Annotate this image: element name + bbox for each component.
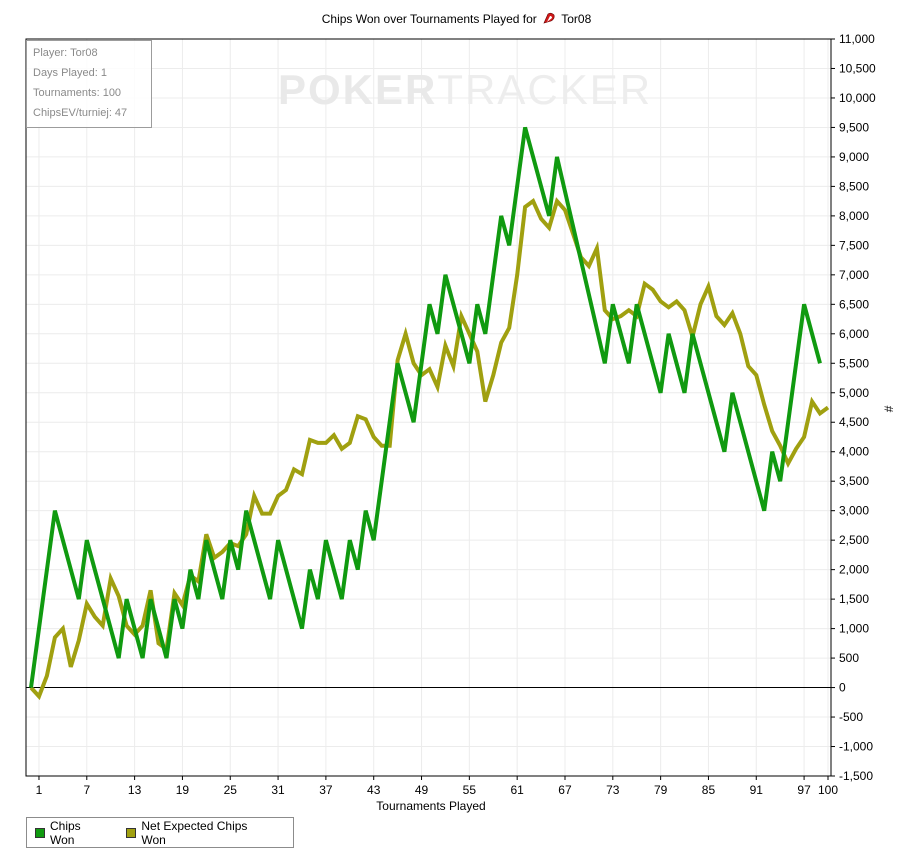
chart-title-player: Tor08 (561, 12, 592, 26)
chart-title: Chips Won over Tournaments Played for To… (0, 12, 913, 28)
y-axis: -1,500 -1,000 -500 0 500 1,000 1,500 2,000 2,500… (831, 32, 876, 783)
y-tick-label: 9,500 (839, 120, 869, 134)
legend-item-chips-won[interactable]: Chips Won (35, 819, 108, 847)
series-lines (29, 126, 830, 701)
y-tick-label: 5,000 (839, 386, 869, 400)
x-tick-label: 43 (367, 783, 381, 797)
x-tick-label: 7 (83, 783, 90, 797)
y-tick-label: -500 (839, 710, 863, 724)
x-tick-label: 100 (818, 783, 838, 797)
stat-player: Player: Tor08 (33, 47, 98, 59)
watermark-bold: POKER (278, 66, 438, 113)
y-tick-label: 2,500 (839, 533, 869, 547)
y-tick-label: 1,000 (839, 622, 869, 636)
x-tick-label: 91 (750, 783, 764, 797)
x-tick-label: 67 (558, 783, 572, 797)
x-tick-label: 13 (128, 783, 142, 797)
y-tick-label: 8,500 (839, 179, 869, 193)
y-tick-label: -1,000 (839, 740, 873, 754)
y-tick-label: 8,000 (839, 209, 869, 223)
y-tick-label: 2,000 (839, 563, 869, 577)
y-axis-label: # (881, 405, 896, 413)
x-tick-label: 97 (797, 783, 811, 797)
x-tick-label: 73 (606, 783, 620, 797)
x-tick-label: 1 (36, 783, 43, 797)
legend-item-net-expected[interactable]: Net Expected Chips Won (126, 819, 275, 847)
grid-lines (26, 38, 831, 777)
y-tick-label: 6,000 (839, 327, 869, 341)
legend: Chips Won Net Expected Chips Won (26, 817, 294, 848)
series-line-chips-won (29, 126, 822, 688)
x-axis-label: Tournaments Played (376, 799, 486, 813)
y-tick-label: 500 (839, 651, 859, 665)
x-tick-label: 85 (702, 783, 716, 797)
x-tick-label: 49 (415, 783, 429, 797)
legend-label-net-expected: Net Expected Chips Won (141, 818, 248, 847)
y-tick-label: 11,000 (839, 32, 875, 46)
chart-title-prefix: Chips Won over Tournaments Played for (321, 12, 537, 26)
x-tick-label: 61 (510, 783, 524, 797)
y-tick-label: 3,000 (839, 504, 869, 518)
pokertracker-logo-icon (542, 12, 556, 28)
y-tick-label: 1,500 (839, 592, 869, 606)
legend-swatch-chips-won (35, 827, 45, 838)
stats-box: Player: Tor08 Days Played: 1 Tournaments… (26, 40, 152, 128)
x-tick-label: 25 (224, 783, 238, 797)
y-tick-label: 3,500 (839, 474, 869, 488)
x-tick-label: 79 (654, 783, 668, 797)
y-tick-label: 9,000 (839, 150, 869, 164)
stat-chipsev: ChipsEV/turniej: 47 (33, 107, 128, 119)
y-tick-label: 10,500 (839, 61, 876, 75)
x-tick-label: 37 (319, 783, 333, 797)
x-tick-label: 55 (463, 783, 477, 797)
x-axis: 1 7 13 19 25 31 37 43 49 55 61 67 73 79 85 91 97 100 (36, 776, 838, 797)
y-tick-label: 4,500 (839, 415, 869, 429)
y-tick-label: -1,500 (839, 769, 873, 783)
stat-days-played: Days Played: 1 (33, 67, 107, 79)
plot-frame (25, 38, 832, 777)
y-tick-label: 0 (839, 681, 846, 695)
legend-swatch-net-expected (126, 827, 137, 838)
x-tick-label: 19 (176, 783, 190, 797)
y-tick-label: 7,500 (839, 238, 869, 252)
pokertracker-watermark: POKERTRACKER (278, 66, 652, 114)
watermark-light: TRACKER (437, 66, 653, 113)
stat-tournaments: Tournaments: 100 (33, 87, 122, 99)
y-tick-label: 6,500 (839, 297, 869, 311)
y-tick-label: 7,000 (839, 268, 869, 282)
y-tick-label: 4,000 (839, 445, 869, 459)
legend-label-chips-won: Chips Won (49, 818, 81, 847)
x-tick-label: 31 (271, 783, 285, 797)
y-tick-label: 10,000 (839, 91, 876, 105)
y-tick-label: 5,500 (839, 356, 869, 370)
